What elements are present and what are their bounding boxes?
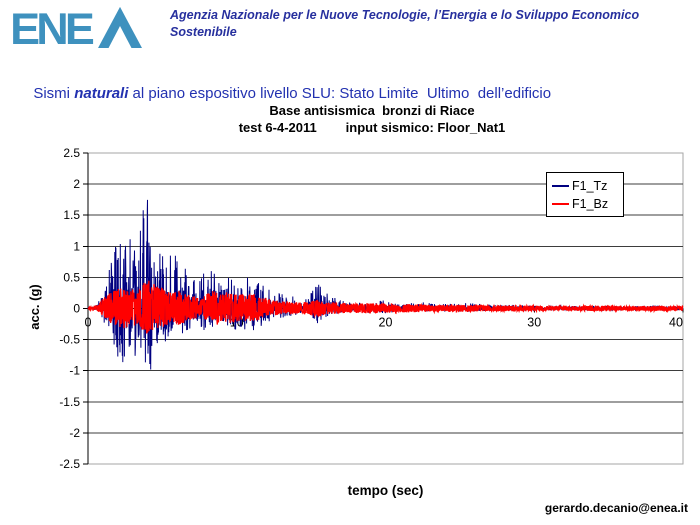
x-tick-label: 0 [85, 316, 92, 330]
y-tick-label: 0.5 [63, 270, 80, 284]
series-F1_Bz-path [87, 280, 684, 334]
legend-swatch-f1-tz [552, 185, 569, 187]
series-F1_Tz-path [87, 199, 684, 370]
y-tick-label: -2 [69, 426, 80, 440]
chart-title-line1: Base antisismica bronzi di Riace [269, 103, 475, 118]
legend-label-f1-bz: F1_Bz [572, 197, 609, 211]
slide-title-part1: Sismi [33, 84, 75, 102]
x-tick-label: 30 [527, 316, 541, 330]
legend-label-f1-tz: F1_Tz [572, 179, 608, 193]
y-tick-label: -1 [69, 364, 80, 378]
legend-item-f1-bz: F1_Bz [552, 195, 619, 213]
y-axis-title: acc. (g) [27, 284, 42, 330]
y-tick-label: 1.5 [63, 208, 80, 222]
logo-letters: ENE [12, 4, 94, 50]
x-tick-label: 20 [379, 316, 393, 330]
x-axis-title: tempo (sec) [347, 483, 424, 498]
email-text: gerardo.decanio@enea.it [544, 501, 688, 515]
chart-title-line2: test 6-4-2011 input sismico: Floor_Nat1 [238, 120, 506, 135]
y-tick-label: -0.5 [59, 333, 80, 347]
legend-item-f1-tz: F1_Tz [552, 177, 619, 195]
y-tick-label: 2 [73, 177, 80, 191]
x-tick-label: 40 [669, 316, 683, 330]
chart-legend: F1_Tz F1_Bz [546, 172, 624, 217]
slide-title-emphasis: naturali [74, 84, 129, 102]
legend-swatch-f1-bz [552, 203, 569, 205]
y-tick-label: -2.5 [59, 457, 80, 471]
logo-triangle-notch [108, 26, 132, 49]
enea-logo: ENE [12, 4, 142, 50]
slide-title: Sismi naturali al piano espositivo livel… [25, 64, 689, 103]
y-tick-label: -1.5 [59, 395, 80, 409]
y-tick-label: 0 [73, 302, 80, 316]
seismic-chart: 2.521.510.50-0.5-1-1.5-2-2.50 10 20 30 40 [59, 146, 684, 471]
y-tick-label: 1 [73, 239, 80, 253]
slide-title-part3: al piano espositivo livello SLU: Stato L… [128, 84, 552, 102]
agency-name: Agenzia Nazionale per le Nuove Tecnologi… [170, 8, 640, 39]
y-tick-label: 2.5 [63, 146, 80, 160]
